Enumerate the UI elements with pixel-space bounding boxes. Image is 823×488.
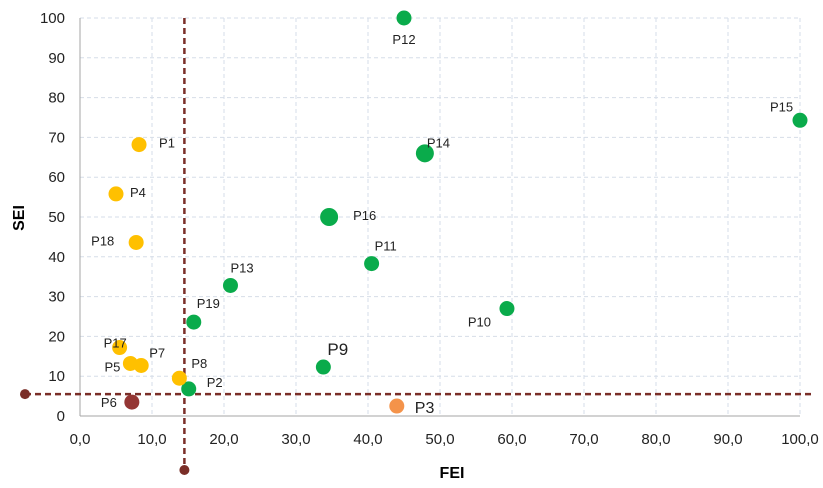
x-tick-label: 10,0: [137, 431, 166, 448]
x-tick-label: 30,0: [281, 431, 310, 448]
data-label-p1: P1: [159, 136, 175, 151]
data-label-p4: P4: [130, 185, 146, 200]
data-point-p16: [320, 208, 339, 226]
y-tick-label: 10: [48, 368, 65, 385]
data-point-p14: [415, 144, 434, 163]
data-point-p6: [124, 394, 140, 410]
data-label-p10: P10: [468, 315, 491, 330]
data-point-p7: [133, 357, 149, 373]
horizontal-threshold-end-dot: [20, 389, 30, 400]
data-point-p19: [186, 314, 202, 330]
x-tick-label: 40,0: [353, 431, 382, 448]
data-label-p9: P9: [327, 340, 348, 359]
data-label-p16: P16: [353, 208, 376, 223]
y-tick-label: 70: [48, 129, 65, 146]
x-tick-label: 20,0: [209, 431, 238, 448]
x-tick-label: 70,0: [569, 431, 598, 448]
data-point-p4: [108, 186, 124, 202]
data-point-p15: [792, 112, 808, 128]
data-label-p12: P12: [392, 32, 415, 47]
data-point-p9: [315, 359, 331, 375]
data-point-p3: [389, 398, 405, 414]
data-label-p14: P14: [427, 135, 450, 150]
data-label-p7: P7: [149, 345, 165, 360]
y-tick-label: 20: [48, 328, 65, 345]
data-point-p12: [396, 10, 412, 26]
data-points: [108, 10, 808, 414]
data-label-p6: P6: [101, 395, 117, 410]
x-tick-label: 50,0: [425, 431, 454, 448]
data-point-p17: [112, 340, 128, 356]
data-point-p1: [131, 137, 147, 153]
x-tick-label: 100,0: [781, 431, 819, 448]
x-tick-label: 60,0: [497, 431, 526, 448]
data-label-p18: P18: [91, 233, 114, 248]
data-point-p10: [499, 301, 515, 317]
data-label-p5: P5: [104, 359, 120, 374]
x-axis-title: FEI: [440, 465, 465, 482]
data-label-p8: P8: [191, 356, 207, 371]
grid: [80, 17, 801, 416]
y-tick-label: 60: [48, 169, 65, 186]
y-tick-label: 90: [48, 50, 65, 67]
data-labels: P1 P2 P3 P4 P5 P6 P7 P8 P9 P10 P11 P12 P13 P14 P15 P16 P…: [91, 32, 793, 417]
data-point-p2: [181, 381, 197, 397]
x-tick-label: 90,0: [713, 431, 742, 448]
y-tick-label: 50: [48, 209, 65, 226]
data-point-p11: [364, 256, 380, 272]
data-label-p11: P11: [375, 239, 397, 254]
data-point-p18: [128, 234, 144, 250]
vertical-threshold-end-dot: [179, 465, 190, 475]
y-tick-label: 40: [48, 249, 65, 266]
x-tick-label: 80,0: [641, 431, 670, 448]
data-label-p3: P3: [415, 400, 435, 417]
data-label-p13: P13: [230, 260, 253, 275]
data-label-p15: P15: [770, 99, 793, 114]
data-label-p2: P2: [207, 375, 223, 390]
data-point-p13: [222, 277, 238, 293]
y-tick-label: 80: [48, 90, 65, 107]
axes: 0,0 10,0 20,0 30,0 40,0 50,0 60,0 70,0 80,0 90,0 1…: [40, 10, 819, 448]
x-tick-label: 0,0: [70, 431, 91, 448]
data-point-p8: [171, 370, 187, 386]
data-label-p17: P17: [104, 336, 127, 351]
y-tick-label: 30: [48, 289, 65, 306]
y-tick-label: 0: [57, 408, 65, 425]
y-tick-label: 100: [40, 10, 65, 27]
data-label-p19: P19: [197, 296, 220, 311]
y-axis-title: SEI: [11, 205, 28, 231]
